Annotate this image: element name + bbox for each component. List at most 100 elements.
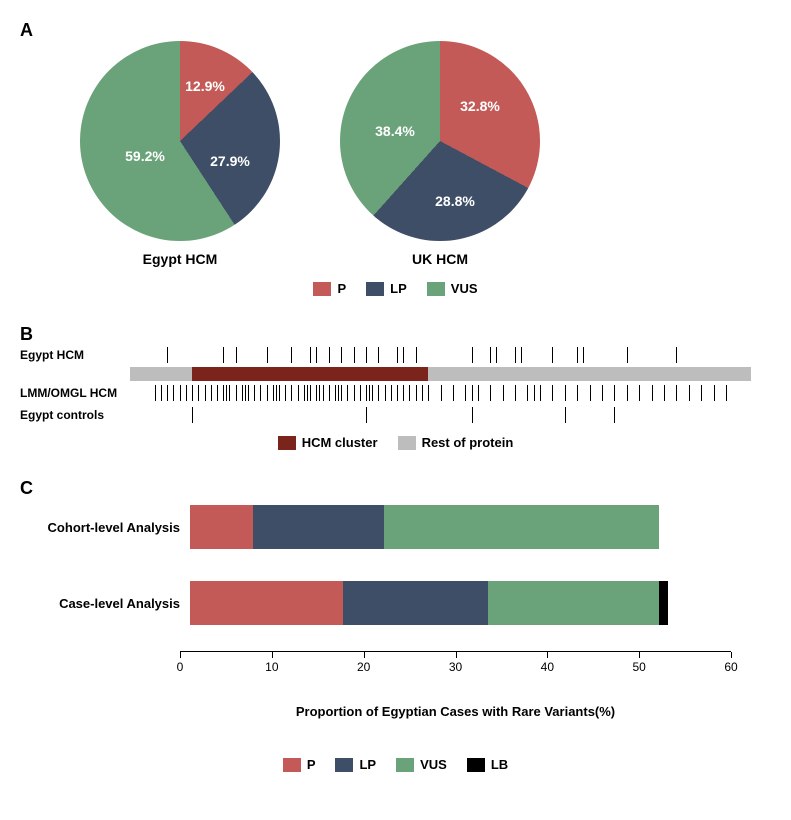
variant-tick — [310, 385, 311, 401]
pie-slice-label: 27.9% — [210, 153, 250, 169]
pie-chart — [80, 41, 280, 241]
pies-row: 59.2% 12.9% 27.9% Egypt HCM 38.4%32.8%28.8%U… — [80, 41, 771, 267]
variant-tick — [155, 385, 156, 401]
variant-tick — [369, 385, 370, 401]
axis-tick — [456, 652, 457, 658]
variant-tick — [552, 347, 553, 363]
legend-swatch — [335, 758, 353, 772]
hbar-row: Cohort-level Analysis — [180, 499, 731, 555]
axis-tick-label: 50 — [632, 660, 645, 674]
axis-tick — [364, 652, 365, 658]
variant-tick — [211, 385, 212, 401]
variant-tick — [527, 385, 528, 401]
variant-tick — [192, 407, 193, 423]
variant-track — [130, 345, 751, 365]
legend-label: LP — [359, 757, 376, 772]
variant-tick — [217, 385, 218, 401]
variant-tick — [273, 385, 274, 401]
legend-item: P — [283, 757, 316, 772]
variant-tick — [347, 385, 348, 401]
variant-tick — [254, 385, 255, 401]
variant-tick — [465, 385, 466, 401]
variant-tick — [366, 347, 367, 363]
variant-tick — [614, 407, 615, 423]
track-area: Egypt HCMLMM/OMGL HCMEgypt controls — [130, 345, 751, 425]
variant-tick — [428, 385, 429, 401]
protein-cluster — [192, 367, 428, 381]
variant-tick — [416, 385, 417, 401]
variant-tick — [260, 385, 261, 401]
variant-tick — [316, 385, 317, 401]
pie-title: Egypt HCM — [143, 251, 218, 267]
track-label: LMM/OMGL HCM — [20, 386, 130, 400]
variant-tick — [416, 347, 417, 363]
legend-label: P — [337, 281, 346, 296]
variant-tick — [366, 407, 367, 423]
bar-segment — [190, 505, 253, 549]
variant-tick — [335, 385, 336, 401]
pie-slice-label: 12.9% — [185, 78, 225, 94]
axis-tick-label: 30 — [449, 660, 462, 674]
panel-a-legend: PLPVUS — [20, 281, 771, 296]
variant-tick — [319, 385, 320, 401]
legend-item: VUS — [396, 757, 447, 772]
axis-tick-label: 40 — [541, 660, 554, 674]
variant-tick — [161, 385, 162, 401]
variant-tick — [422, 385, 423, 401]
variant-tick — [614, 385, 615, 401]
variant-tick — [338, 385, 339, 401]
panel-b-legend: HCM clusterRest of protein — [20, 435, 771, 450]
bar-segment — [488, 581, 659, 625]
legend-label: VUS — [420, 757, 447, 772]
variant-tick — [186, 385, 187, 401]
variant-tick — [242, 385, 243, 401]
variant-tick — [583, 347, 584, 363]
legend-label: P — [307, 757, 316, 772]
variant-tick — [173, 385, 174, 401]
variant-tick — [366, 385, 367, 401]
legend-swatch — [396, 758, 414, 772]
legend-item: P — [313, 281, 346, 296]
variant-tick — [441, 385, 442, 401]
variant-tick — [391, 385, 392, 401]
track-label: Egypt HCM — [20, 348, 130, 362]
legend-swatch — [313, 282, 331, 296]
axis-tick-label: 0 — [177, 660, 184, 674]
legend-swatch — [467, 758, 485, 772]
variant-tick — [490, 347, 491, 363]
variant-tick — [279, 385, 280, 401]
variant-tick — [701, 385, 702, 401]
variant-tick — [689, 385, 690, 401]
variant-tick — [397, 385, 398, 401]
panel-a: A 59.2%12.9%27.9%Egypt HCM38.4%32.8%28.8… — [20, 20, 771, 296]
variant-tick — [223, 385, 224, 401]
variant-tick — [167, 385, 168, 401]
legend-label: HCM cluster — [302, 435, 378, 450]
protein-bar-row — [130, 367, 751, 381]
variant-tick — [565, 407, 566, 423]
variant-tick — [503, 385, 504, 401]
variant-tick — [552, 385, 553, 401]
variant-tick — [372, 385, 373, 401]
axis-tick — [731, 652, 732, 658]
x-axis-title: Proportion of Egyptian Cases with Rare V… — [180, 704, 731, 719]
pie-chart — [340, 41, 540, 241]
hbar-area: Cohort-level AnalysisCase-level Analysis… — [180, 499, 731, 719]
variant-tick — [515, 385, 516, 401]
variant-tick — [472, 347, 473, 363]
variant-tick — [354, 385, 355, 401]
variant-tick — [676, 347, 677, 363]
variant-tick — [229, 385, 230, 401]
variant-tick — [198, 385, 199, 401]
variant-tick — [378, 385, 379, 401]
pie-block: 38.4%32.8%28.8%UK HCM — [340, 41, 540, 267]
variant-tick — [341, 347, 342, 363]
variant-tick — [664, 385, 665, 401]
pie-slice-label: 59.2% — [125, 148, 165, 164]
legend-swatch — [278, 436, 296, 450]
variant-tick — [329, 385, 330, 401]
variant-tick — [329, 347, 330, 363]
variant-tick — [385, 385, 386, 401]
pie-wrap: 59.2% 12.9% 27.9% — [80, 41, 280, 241]
variant-tick — [291, 347, 292, 363]
